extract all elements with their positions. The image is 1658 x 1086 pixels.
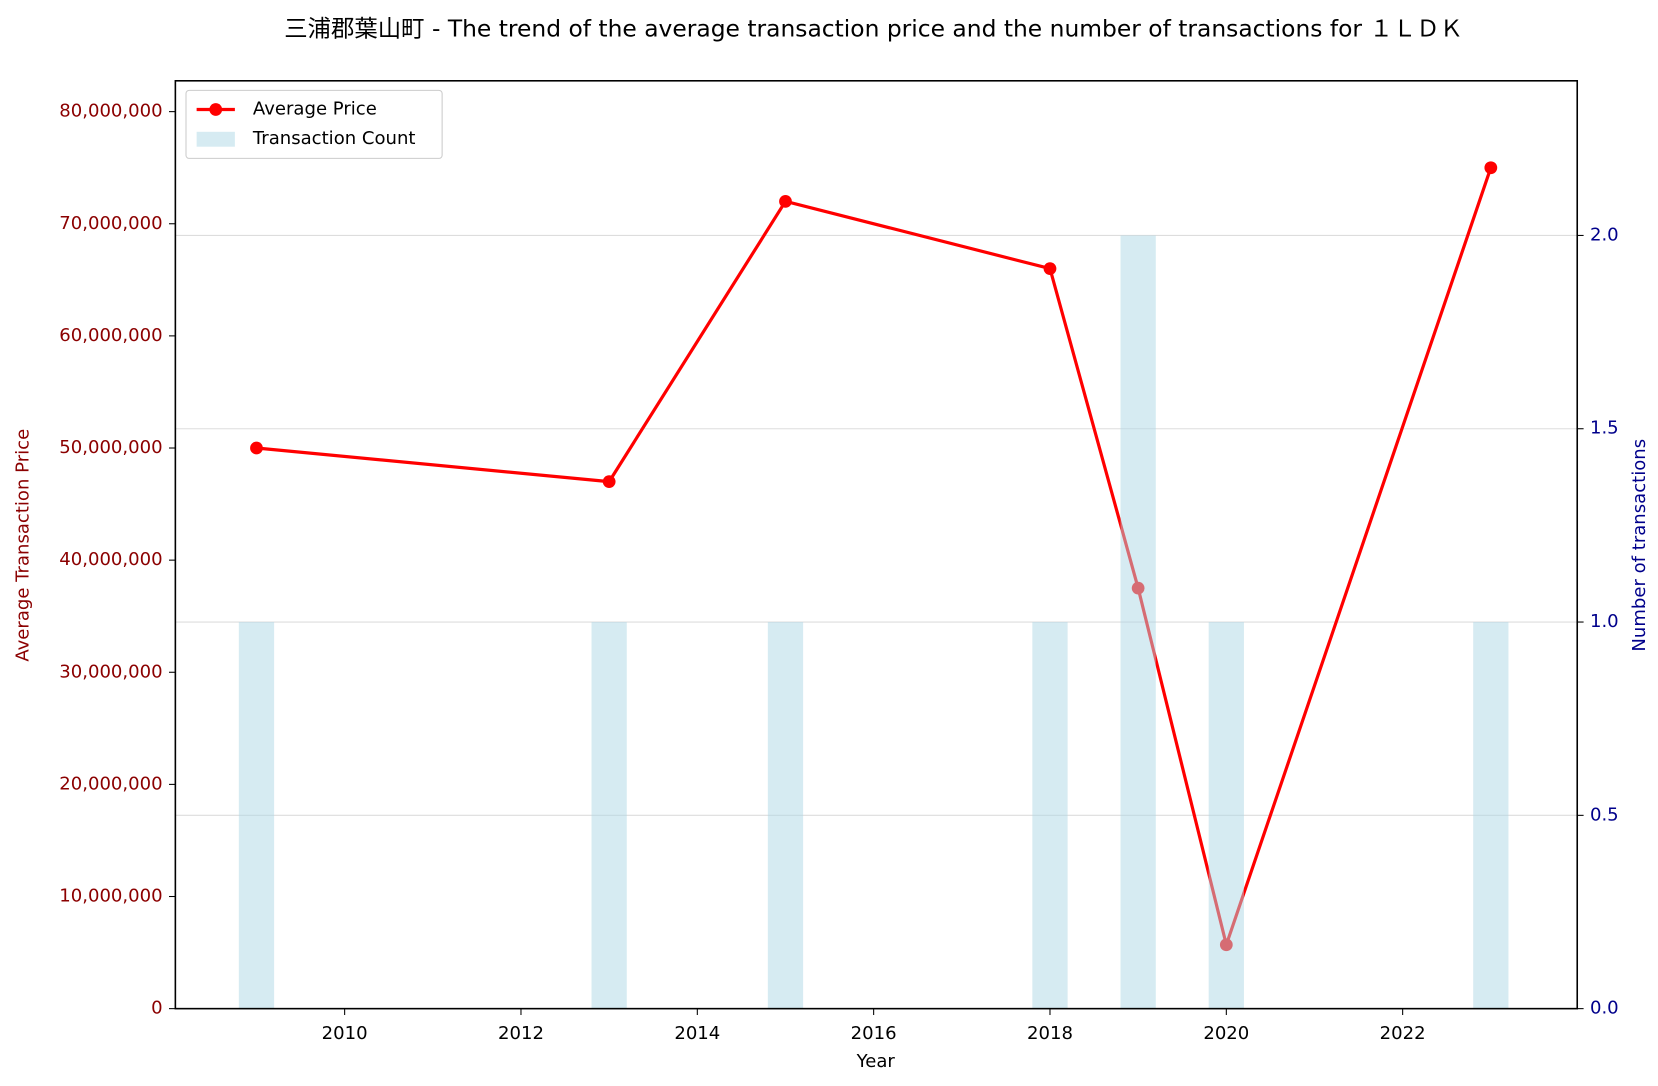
legend-marker <box>209 103 223 116</box>
legend-label: Average Price <box>253 98 377 119</box>
legend-box <box>185 89 443 159</box>
count-bar <box>591 622 627 1009</box>
legend-swatch <box>196 131 235 147</box>
y2-tick-label: 1.0 <box>1590 611 1619 632</box>
price-point <box>1484 161 1498 175</box>
y-axis-label: Average Transaction Price <box>12 429 33 662</box>
count-bar <box>1120 235 1156 1009</box>
x-tick-label: 2022 <box>1380 1023 1426 1044</box>
count-bar <box>1473 622 1509 1009</box>
count-bar <box>238 622 275 1009</box>
count-bar <box>767 622 804 1009</box>
plot-frame <box>174 80 1579 1010</box>
count-bar <box>1208 622 1244 1009</box>
y2-tick-label: 1.5 <box>1590 418 1619 439</box>
price-point <box>250 441 263 455</box>
chart-title: 三浦郡葉山町 - The trend of the average transa… <box>284 14 1463 42</box>
count-bar <box>1032 622 1068 1009</box>
x-tick-label: 2020 <box>1203 1023 1249 1044</box>
y2-tick-label: 0.0 <box>1590 998 1619 1019</box>
y-tick-label: 80,000,000 <box>59 101 162 122</box>
price-line <box>256 167 1493 951</box>
y2-axis-label: Number of transactions <box>1629 439 1650 652</box>
y-tick-label: 0 <box>151 998 162 1019</box>
x-axis-label: Year <box>856 1051 896 1072</box>
y-tick-label: 50,000,000 <box>59 437 162 458</box>
legend: Average Price Transaction Count <box>185 89 443 159</box>
y-tick-label: 20,000,000 <box>59 773 162 794</box>
y2-tick-label: 0.5 <box>1590 804 1619 825</box>
price-point <box>602 475 616 489</box>
y-tick-label: 10,000,000 <box>59 886 162 907</box>
x-tick-label: 2018 <box>1027 1023 1073 1044</box>
x-tick-label: 2012 <box>498 1023 544 1044</box>
x-tick-label: 2014 <box>674 1023 720 1044</box>
y-tick-label: 40,000,000 <box>59 549 162 570</box>
y-tick-label: 30,000,000 <box>59 661 162 682</box>
price-point <box>779 194 792 208</box>
y-tick-label: 60,000,000 <box>59 325 162 346</box>
legend-label: Transaction Count <box>252 128 416 149</box>
price-point <box>1043 262 1057 275</box>
y-tick-label: 70,000,000 <box>59 213 162 234</box>
y2-tick-label: 2.0 <box>1590 224 1619 245</box>
x-tick-label: 2016 <box>851 1023 897 1044</box>
x-tick-label: 2010 <box>322 1023 368 1044</box>
